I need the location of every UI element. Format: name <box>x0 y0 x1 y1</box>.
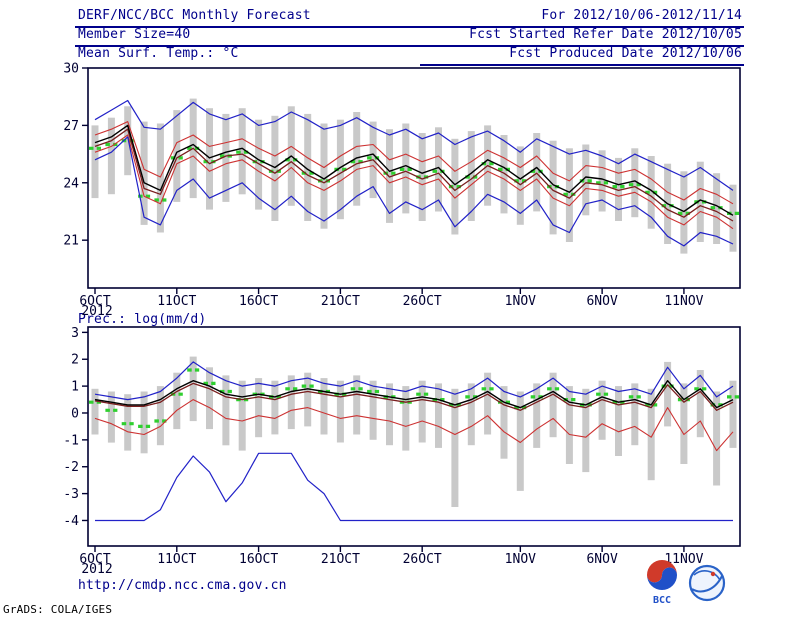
fcst-produced-label: Fcst Produced Date 2012/10/06 <box>509 46 742 61</box>
temperature-x-tick-year: 2012 <box>81 304 112 319</box>
bcc-logo-red-swirl <box>647 560 677 583</box>
temperature-x-tick-label: 11OCT <box>157 294 196 309</box>
precipitation-y-tick-label: -4 <box>63 514 79 529</box>
precipitation-x-tick-label: 1NOV <box>505 552 536 567</box>
precipitation-y-tick-label: -3 <box>63 487 79 502</box>
cma-logo-wave-2 <box>693 570 721 581</box>
precipitation-x-tick-label: 6OCT <box>79 552 110 567</box>
temperature-y-tick-label: 24 <box>63 176 79 191</box>
temperature-x-tick-label: 6OCT <box>79 294 110 309</box>
precipitation-x-tick-year: 2012 <box>81 562 112 577</box>
precipitation-y-tick-label: 1 <box>71 380 79 395</box>
temperature-frame <box>87 67 741 289</box>
header-divider-1 <box>75 26 744 28</box>
temperature-series-control <box>94 128 734 222</box>
temperature-x-tick-label: 6NOV <box>586 294 617 309</box>
app-title: DERF/NCC/BCC Monthly Forecast <box>78 8 311 23</box>
bcc-logo-blue-swirl <box>647 567 677 590</box>
precipitation-y-tick-label: 2 <box>71 353 79 368</box>
panel1-title: Mean Surf. Temp.: °C <box>78 46 239 61</box>
forecast-range-label: For 2012/10/06-2012/11/14 <box>541 8 742 23</box>
precipitation-series-ens-min <box>95 452 733 522</box>
temperature-series-lower-quartile <box>94 134 734 230</box>
temperature-spread-bars <box>91 98 737 254</box>
temperature-series-upper-quartile <box>94 121 734 205</box>
temperature-series-ens-min <box>94 136 734 247</box>
temperature-x-tick-label: 21OCT <box>321 294 360 309</box>
grads-stamp: GrADS: COLA/IGES <box>3 603 113 616</box>
header-divider-2 <box>75 45 744 47</box>
temperature-x-tick-label: 16OCT <box>239 294 278 309</box>
bcc-logo-text: BCC <box>653 595 671 606</box>
precipitation-series-ens-mean <box>94 380 734 409</box>
precipitation-x-tick-label: 6NOV <box>586 552 617 567</box>
member-size-label: Member Size=40 <box>78 27 191 42</box>
precipitation-y-tick-label: -2 <box>63 460 79 475</box>
precipitation-x-tick-label: 21OCT <box>321 552 360 567</box>
precipitation-spread-bars <box>91 356 737 507</box>
panel2-title: Prec.: log(mm/d) <box>78 312 207 327</box>
cma-logo-sun <box>710 571 716 577</box>
temperature-x-tick-label: 26OCT <box>403 294 442 309</box>
temperature-x-tick-label: 1NOV <box>505 294 536 309</box>
precipitation-series-ens-max <box>94 361 734 401</box>
bcc-logo: BCC <box>647 560 677 606</box>
precipitation-x-tick-label: 26OCT <box>403 552 442 567</box>
precipitation-y-tick-label: 0 <box>71 406 79 421</box>
fcst-started-label: Fcst Started Refer Date 2012/10/05 <box>469 27 742 42</box>
temperature-x-tick-label: 11NOV <box>664 294 703 309</box>
website-url: http://cmdp.ncc.cma.gov.cn <box>78 578 287 593</box>
precipitation-frame <box>87 326 741 547</box>
cma-logo <box>688 564 726 602</box>
temperature-y-tick-label: 30 <box>63 62 79 77</box>
temperature-series-ens-max <box>94 99 734 191</box>
precipitation-x-tick-label: 11OCT <box>157 552 196 567</box>
precipitation-x-tick-label: 16OCT <box>239 552 278 567</box>
precipitation-x-tick-label: 11NOV <box>664 552 703 567</box>
precipitation-y-tick-label: -1 <box>63 433 79 448</box>
precipitation-series-lower-quartile <box>94 399 734 452</box>
temperature-y-tick-label: 27 <box>63 119 79 134</box>
temperature-series-ens-mean <box>94 124 734 216</box>
header-divider-3 <box>420 64 744 66</box>
temperature-y-tick-label: 21 <box>63 234 79 249</box>
precipitation-y-tick-label: 3 <box>71 326 79 341</box>
precipitation-series-control <box>94 382 734 411</box>
